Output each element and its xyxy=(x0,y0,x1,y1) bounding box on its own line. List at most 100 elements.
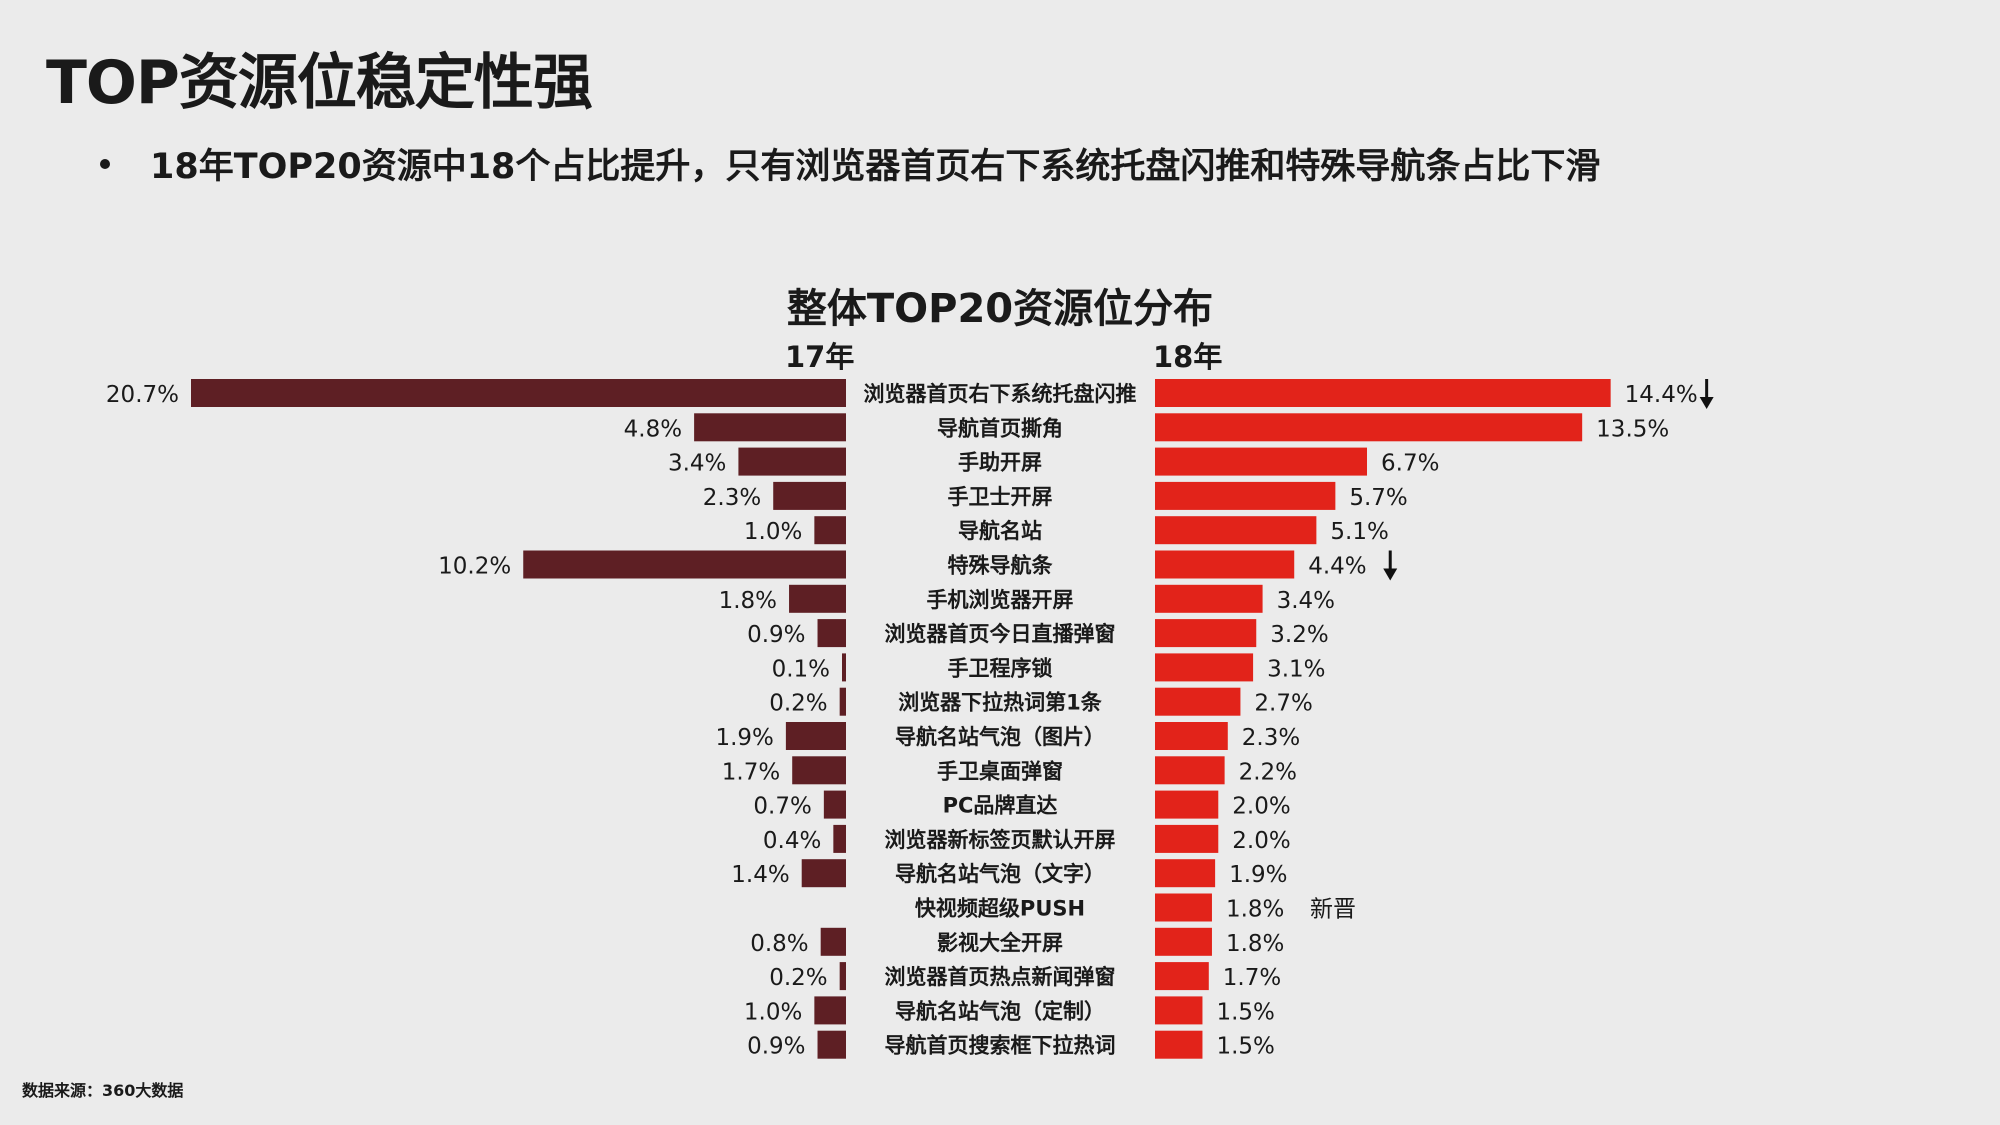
data-label-18: 14.4% xyxy=(1625,382,1698,408)
category-label: 浏览器首页热点新闻弹窗 xyxy=(885,965,1116,989)
category-label: 浏览器首页今日直播弹窗 xyxy=(885,622,1116,646)
data-label-18: 1.5% xyxy=(1216,1034,1274,1060)
data-label-17: 0.4% xyxy=(763,828,821,854)
data-label-17: 10.2% xyxy=(438,554,511,580)
bar-18 xyxy=(1155,893,1212,922)
bar-17 xyxy=(817,1030,846,1059)
data-label-18: 1.8% xyxy=(1226,931,1284,957)
bar-17 xyxy=(738,447,846,476)
bar-18 xyxy=(1155,619,1257,648)
category-label: 手卫桌面弹窗 xyxy=(937,759,1063,783)
chart-title: 整体TOP20资源位分布 xyxy=(0,276,2000,334)
bullet-dot-icon xyxy=(100,159,110,169)
bar-17 xyxy=(773,481,846,510)
data-label-17: 0.9% xyxy=(747,1034,805,1060)
bar-18 xyxy=(1155,824,1219,853)
category-label: 浏览器新标签页默认开屏 xyxy=(885,828,1116,852)
data-label-18: 5.7% xyxy=(1349,485,1407,511)
bar-17 xyxy=(523,550,846,579)
data-label-18: 3.4% xyxy=(1277,588,1335,614)
bar-17 xyxy=(792,756,846,785)
data-label-17: 1.4% xyxy=(731,862,789,888)
bar-18 xyxy=(1155,447,1368,476)
butterfly-bar-chart: 20.7% 浏览器首页右下系统托盘闪推 14.4% 4.8% 导航首页撕角 13.5% 3.… xyxy=(106,379,1714,1060)
data-label-17: 1.8% xyxy=(719,588,777,614)
chart-title-text: 整体TOP20资源位分布 xyxy=(786,286,1214,332)
bar-17 xyxy=(820,927,846,956)
data-label-18: 2.0% xyxy=(1232,828,1290,854)
bar-18 xyxy=(1155,687,1241,716)
data-label-17: 2.3% xyxy=(703,485,761,511)
bullet-point: 18年TOP20资源中18个占比提升，只有浏览器首页右下系统托盘闪推和特殊导航条… xyxy=(100,138,1600,189)
data-label-17: 1.0% xyxy=(744,999,802,1025)
category-label: 导航名站 xyxy=(958,519,1042,543)
category-label: 影视大全开屏 xyxy=(937,931,1063,955)
data-label-18: 6.7% xyxy=(1381,451,1439,477)
bar-18 xyxy=(1155,996,1203,1025)
data-label-17: 0.9% xyxy=(747,622,805,648)
bar-18 xyxy=(1155,962,1209,991)
bar-18 xyxy=(1155,413,1583,442)
data-label-18: 13.5% xyxy=(1596,416,1669,442)
data-label-17: 0.2% xyxy=(769,965,827,991)
bar-18 xyxy=(1155,584,1263,613)
bar-17 xyxy=(817,619,846,648)
category-label: 导航名站气泡（定制） xyxy=(895,999,1105,1023)
data-label-18: 3.2% xyxy=(1270,622,1328,648)
data-label-18: 2.2% xyxy=(1239,759,1297,785)
data-label-17: 0.7% xyxy=(753,794,811,820)
category-label: 浏览器下拉热词第1条 xyxy=(898,691,1103,715)
category-label: 导航名站气泡（图片） xyxy=(895,725,1105,749)
bar-17 xyxy=(789,584,846,613)
data-label-18: 1.7% xyxy=(1223,965,1281,991)
category-label: PC品牌直达 xyxy=(943,794,1058,818)
new-entry-annotation: 新晋 xyxy=(1310,897,1356,923)
data-label-17: 4.8% xyxy=(624,416,682,442)
category-label: 手卫士开屏 xyxy=(948,485,1053,509)
category-label: 浏览器首页右下系统托盘闪推 xyxy=(864,382,1137,406)
data-label-18: 5.1% xyxy=(1330,519,1388,545)
bar-18 xyxy=(1155,756,1225,785)
bar-18 xyxy=(1155,516,1317,545)
bar-17 xyxy=(833,824,846,853)
bar-18 xyxy=(1155,722,1228,750)
bar-17 xyxy=(823,790,846,819)
category-label: 手卫程序锁 xyxy=(948,656,1053,680)
category-label: 手机浏览器开屏 xyxy=(927,588,1074,612)
data-label-17: 1.7% xyxy=(722,759,780,785)
data-label-18: 1.5% xyxy=(1216,999,1274,1025)
bar-17 xyxy=(842,653,846,682)
down-arrow-head-icon xyxy=(1383,568,1398,581)
category-label: 导航首页撕角 xyxy=(937,416,1063,440)
category-label: 导航名站气泡（文字） xyxy=(895,862,1105,886)
bar-17 xyxy=(839,962,846,991)
data-label-18: 1.8% xyxy=(1226,897,1284,923)
bar-17 xyxy=(839,687,846,716)
legend-17: 17年 xyxy=(785,340,855,374)
bar-17 xyxy=(814,516,846,545)
data-label-17: 0.2% xyxy=(769,691,827,717)
data-label-18: 3.1% xyxy=(1267,656,1325,682)
bar-18 xyxy=(1155,653,1254,682)
data-label-18: 2.3% xyxy=(1242,725,1300,751)
data-label-17: 1.0% xyxy=(744,519,802,545)
category-label: 特殊导航条 xyxy=(948,554,1054,578)
category-label: 导航首页搜索框下拉热词 xyxy=(885,1034,1116,1058)
bullet-text: 18年TOP20资源中18个占比提升，只有浏览器首页右下系统托盘闪推和特殊导航条… xyxy=(150,147,1601,187)
bar-18 xyxy=(1155,859,1216,888)
data-label-17: 0.8% xyxy=(750,931,808,957)
bar-18 xyxy=(1155,927,1212,956)
data-label-17: 1.9% xyxy=(715,725,773,751)
data-label-18: 2.7% xyxy=(1254,691,1312,717)
bar-17 xyxy=(191,379,846,407)
bar-17 xyxy=(785,722,846,750)
data-label-18: 4.4% xyxy=(1308,554,1366,580)
bar-17 xyxy=(801,859,846,888)
data-label-18: 1.9% xyxy=(1229,862,1287,888)
data-label-17: 3.4% xyxy=(668,451,726,477)
down-arrow-head-icon xyxy=(1699,397,1714,409)
bar-18 xyxy=(1155,481,1336,510)
bar-17 xyxy=(814,996,846,1025)
bar-18 xyxy=(1155,379,1611,407)
bar-18 xyxy=(1155,1030,1203,1059)
